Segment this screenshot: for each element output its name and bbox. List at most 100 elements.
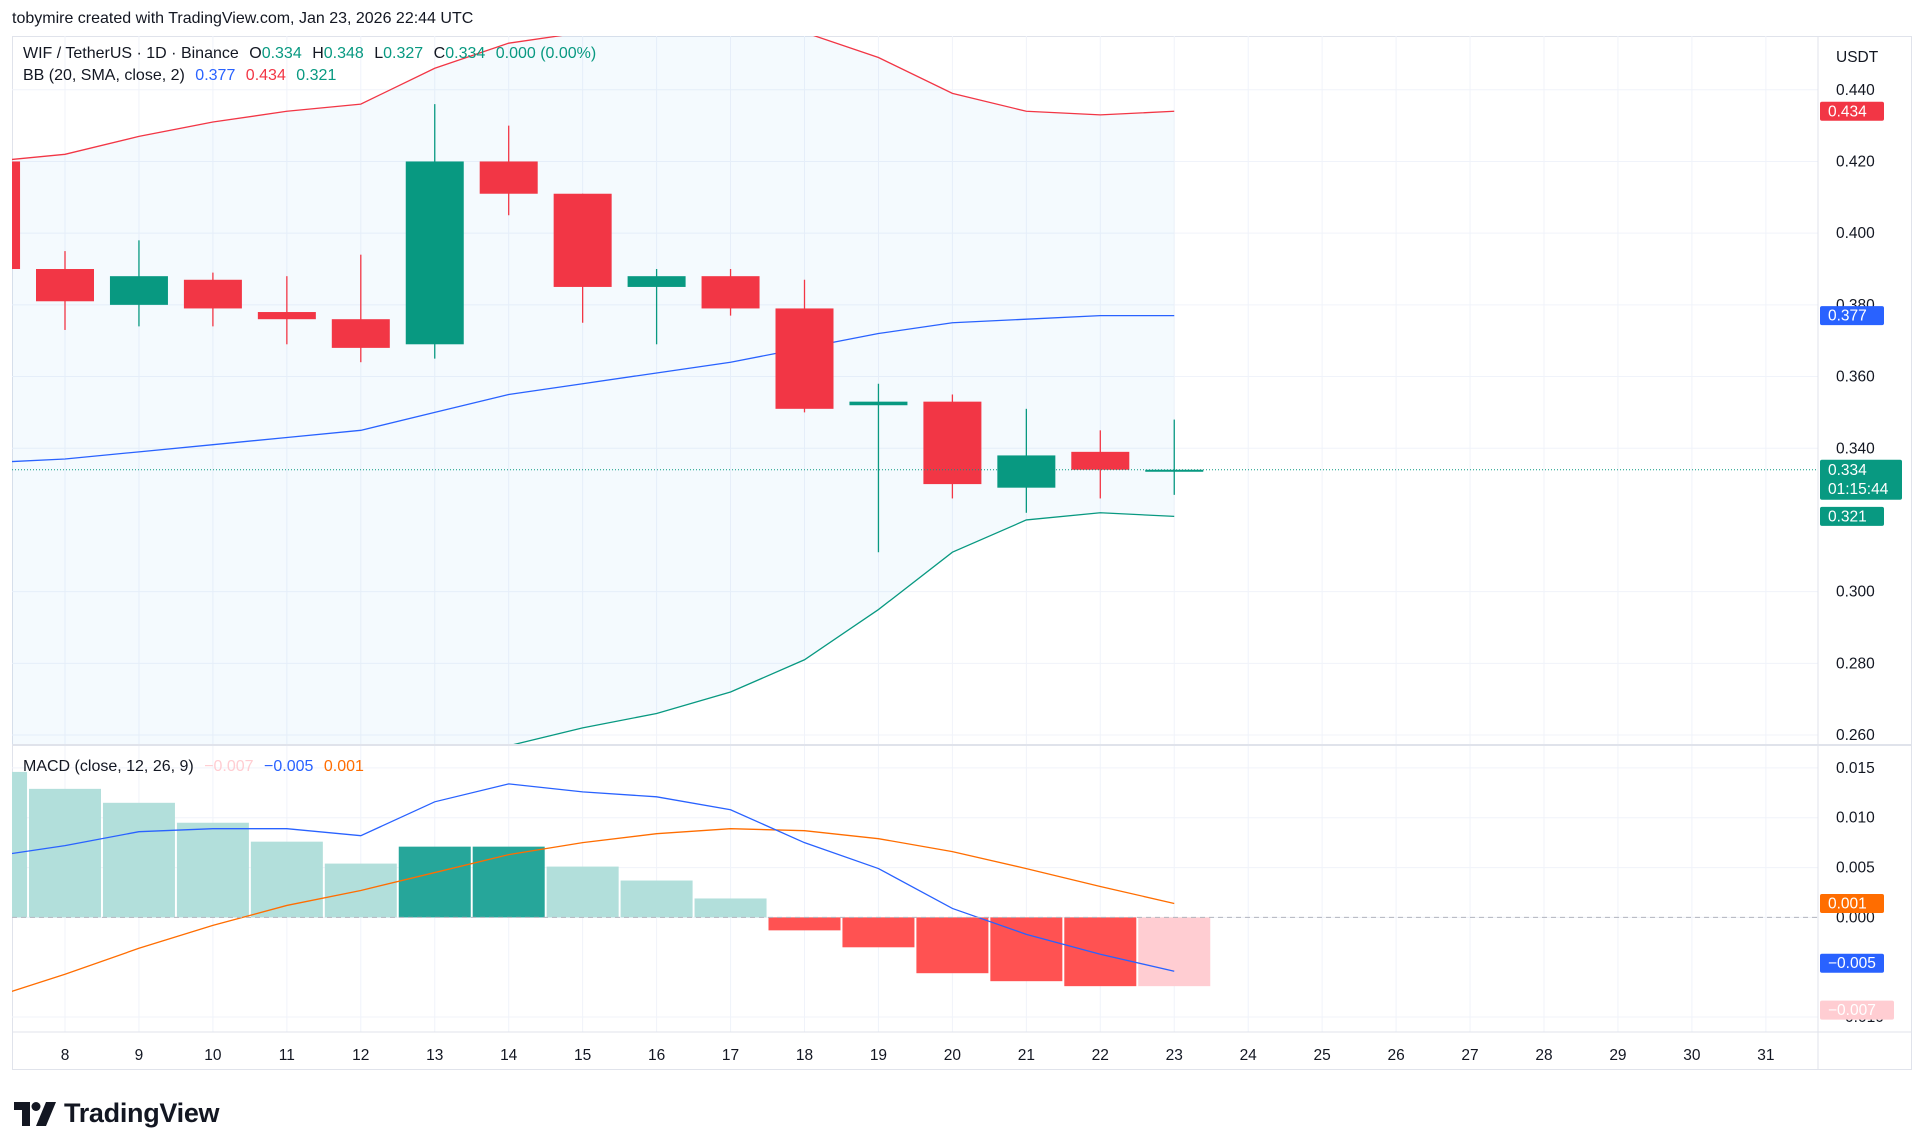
- macd-histogram-bar: [12, 771, 28, 918]
- time-tick-label: 9: [135, 1047, 144, 1064]
- macd-legend-macd: −0.005: [264, 758, 314, 775]
- bb-legend-basis: 0.377: [195, 67, 236, 84]
- candle-body: [1071, 451, 1130, 470]
- candle-body: [775, 308, 834, 409]
- legend-c-value: 0.334: [445, 45, 486, 62]
- macd-legend: MACD (close, 12, 26, 9) −0.007 −0.005 0.…: [23, 758, 370, 776]
- time-tick-label: 29: [1609, 1047, 1626, 1064]
- candle-body: [12, 161, 21, 270]
- legend-h-value: 0.348: [323, 45, 364, 62]
- candle[interactable]: [1145, 419, 1204, 495]
- tag-macd-line-bg: [1820, 953, 1884, 973]
- tradingview-logo-text: TradingView: [64, 1098, 220, 1128]
- macd-histogram-bar: [546, 866, 619, 918]
- candle[interactable]: [183, 272, 242, 327]
- tag-macd-hist: −0.007: [1820, 1000, 1894, 1020]
- candle[interactable]: [701, 269, 760, 316]
- candle[interactable]: [923, 394, 982, 499]
- tag-bb-lower-bg: [1820, 506, 1884, 526]
- macd-pane[interactable]: [0, 771, 1211, 998]
- legend-symbol[interactable]: WIF / TetherUS · 1D · Binance: [23, 45, 239, 62]
- time-tick-label: 10: [204, 1047, 222, 1064]
- macd-legend-label[interactable]: MACD (close, 12, 26, 9): [23, 758, 194, 775]
- legend-change: 0.000 (0.00%): [495, 45, 597, 62]
- macd-histogram-bar: [472, 846, 545, 918]
- candle-body: [405, 161, 464, 345]
- candle[interactable]: [849, 383, 908, 553]
- price-tick-label: 0.340: [1836, 440, 1875, 457]
- price-pane[interactable]: [0, 22, 1204, 778]
- candle-body: [331, 319, 390, 348]
- candle[interactable]: [553, 193, 612, 323]
- bb-legend: BB (20, SMA, close, 2) 0.377 0.434 0.321: [23, 67, 342, 85]
- bb-band-fill: [12, 36, 1175, 744]
- candle[interactable]: [0, 161, 21, 270]
- tag-macd-hist-bg: [1820, 1000, 1894, 1020]
- tradingview-logo-icon: [14, 1101, 56, 1126]
- price-tick-label: 0.260: [1836, 727, 1875, 744]
- time-tick-label: 30: [1683, 1047, 1701, 1064]
- tag-macd-hist-text: −0.007: [1828, 1002, 1876, 1019]
- candle-body: [701, 276, 760, 309]
- macd-tick-label: 0.000: [1836, 909, 1875, 926]
- price-legend: WIF / TetherUS · 1D · Binance O0.334 H0.…: [23, 45, 602, 63]
- candle[interactable]: [257, 276, 316, 345]
- candle-body: [36, 269, 94, 302]
- candle[interactable]: [997, 408, 1056, 513]
- candle[interactable]: [627, 269, 686, 345]
- macd-tick-label: 0.015: [1836, 760, 1875, 777]
- legend-h-label: H: [312, 45, 324, 62]
- price-tick-label: 0.400: [1836, 225, 1875, 242]
- macd-signal-line: [12, 828, 1175, 993]
- price-axis[interactable]: USDT0.4400.4200.4000.3800.3600.3400.3000…: [1836, 49, 1884, 1026]
- candle[interactable]: [405, 104, 464, 359]
- bb-legend-label[interactable]: BB (20, SMA, close, 2): [23, 67, 185, 84]
- candle-body: [997, 455, 1056, 488]
- tag-last-price[interactable]: 0.334 01:15:44: [1820, 459, 1902, 500]
- candle[interactable]: [109, 240, 168, 327]
- time-tick-label: 12: [352, 1047, 369, 1064]
- candle[interactable]: [331, 254, 390, 363]
- candle[interactable]: [479, 125, 538, 216]
- tag-macd-signal: 0.001: [1820, 893, 1884, 913]
- macd-tick-label: 0.005: [1836, 860, 1875, 877]
- time-tick-label: 16: [648, 1047, 665, 1064]
- candle-body: [553, 193, 612, 287]
- macd-legend-signal: 0.001: [323, 758, 364, 775]
- price-tick-label: 0.360: [1836, 369, 1875, 386]
- time-axis[interactable]: 8 9 10 11 12 13 14 15 16 17 18 19 20 21 22 23 24 25 26 27 28…: [61, 1047, 1775, 1064]
- macd-histogram-bar: [620, 880, 693, 918]
- currency-label: USDT: [1836, 49, 1879, 66]
- time-tick-label: 25: [1314, 1047, 1331, 1064]
- time-tick-label: 31: [1757, 1047, 1774, 1064]
- macd-tick-label: 0.010: [1836, 810, 1875, 827]
- tag-macd-signal-bg: [1820, 893, 1884, 913]
- candle-body: [849, 401, 908, 406]
- bb-basis-line: [12, 314, 1175, 463]
- time-tick-label: 27: [1461, 1047, 1478, 1064]
- candle[interactable]: [36, 251, 94, 330]
- macd-histogram-bar: [842, 917, 915, 948]
- macd-histogram-bar: [1064, 917, 1137, 987]
- tag-countdown-text: 01:15:44: [1828, 481, 1889, 498]
- tradingview-logo[interactable]: TradingView: [14, 1098, 220, 1129]
- time-tick-label: 17: [722, 1047, 739, 1064]
- time-tick-label: 8: [61, 1047, 70, 1064]
- macd-histogram-bar: [916, 917, 989, 974]
- tag-last-price-bg: [1820, 459, 1902, 500]
- macd-histogram-bar: [990, 917, 1063, 982]
- macd-histogram-bar: [1138, 917, 1211, 987]
- tag-bb-lower: 0.321: [1820, 506, 1884, 526]
- tag-bb-lower-text: 0.321: [1828, 508, 1867, 525]
- tag-macd-line: −0.005: [1820, 953, 1884, 973]
- tag-macd-line-text: −0.005: [1828, 955, 1876, 972]
- candle-body: [183, 279, 242, 309]
- time-tick-label: 24: [1240, 1047, 1258, 1064]
- macd-histogram-bar: [176, 822, 249, 918]
- candle-body: [257, 312, 316, 320]
- macd-histogram-bar: [250, 841, 323, 918]
- candle[interactable]: [1071, 430, 1130, 499]
- macd-histogram-bar: [398, 846, 471, 918]
- candle[interactable]: [775, 279, 834, 413]
